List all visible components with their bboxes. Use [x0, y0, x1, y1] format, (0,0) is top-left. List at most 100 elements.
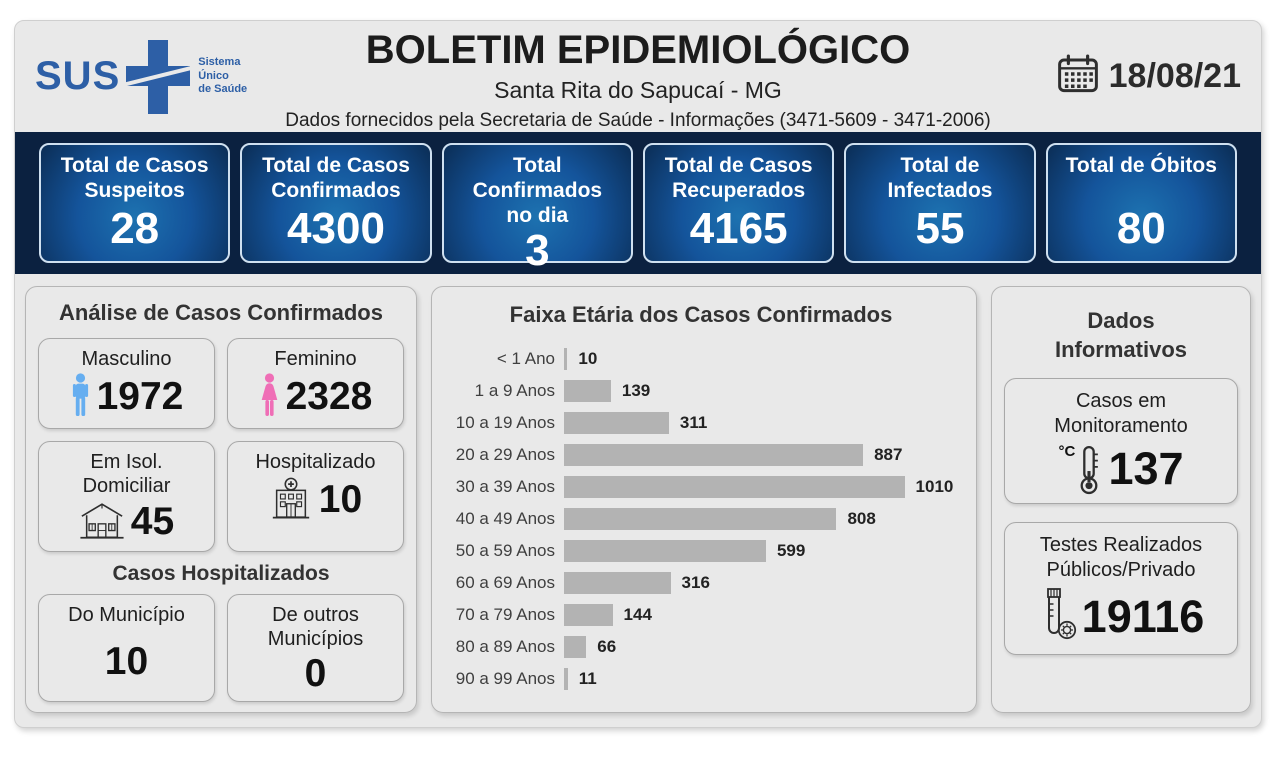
- stat-label: Total Confirmados no dia: [472, 154, 603, 228]
- thermometer-icon: °C: [1058, 443, 1104, 495]
- analysis-panel: Análise de Casos Confirmados Masculino: [25, 286, 417, 714]
- sus-logo: SUS Sistema Único de Saúde: [35, 39, 270, 114]
- other-municipalities-value: 0: [304, 651, 327, 695]
- bar: [564, 507, 837, 530]
- bar: [564, 635, 587, 658]
- chart-row: 90 a 99 Anos 11: [442, 667, 960, 690]
- bar-value: 599: [776, 540, 806, 560]
- bar-value: 1010: [915, 476, 954, 496]
- bar-value: 11: [578, 668, 597, 688]
- bar-value: 311: [679, 412, 708, 432]
- chart-category-label: 90 a 99 Anos: [455, 668, 555, 688]
- info-line: Dados fornecidos pela Secretaria de Saúd…: [285, 110, 991, 131]
- stat-label: Total de Casos Suspeitos: [60, 154, 209, 203]
- chart-row: < 1 Ano 10: [442, 347, 960, 370]
- chart-row: 60 a 69 Anos 316: [442, 571, 960, 594]
- chart-category-label: < 1 Ano: [496, 348, 555, 368]
- bar: [564, 411, 669, 434]
- female-value: 2328: [285, 374, 373, 418]
- house-icon: [79, 500, 125, 545]
- bar-value: 10: [578, 348, 598, 368]
- isolation-label: Em Isol. Domiciliar: [82, 450, 171, 497]
- isolation-card: Em Isol. Domiciliar: [38, 440, 215, 552]
- content-row: Análise de Casos Confirmados Masculino: [15, 274, 1261, 727]
- other-municipalities-label: De outros Municípios: [267, 603, 364, 650]
- gender-cards: Masculino 1972: [38, 337, 404, 552]
- chart-category-label: 60 a 69 Anos: [455, 572, 555, 592]
- stat-card-suspeitos: Total de Casos Suspeitos 28: [39, 143, 231, 263]
- male-card: Masculino 1972: [38, 337, 215, 429]
- chart-category-label: 30 a 39 Anos: [455, 476, 555, 496]
- stat-value: 28: [110, 204, 160, 253]
- chart-row: 70 a 79 Anos 144: [442, 603, 960, 626]
- stat-card-infectados: Total de Infectados 55: [844, 143, 1036, 263]
- bulletin-date: 18/08/21: [1108, 57, 1241, 95]
- bar-value: 139: [621, 380, 651, 400]
- bar: [564, 539, 766, 562]
- stat-card-recuperados: Total de Casos Recuperados 4165: [642, 143, 835, 263]
- chart-row: 10 a 19 Anos 311: [442, 411, 960, 434]
- chart-category-label: 40 a 49 Anos: [455, 508, 555, 528]
- stat-card-confirmados-dia: Total Confirmados no dia 3: [441, 143, 633, 272]
- chart-row: 50 a 59 Anos 599: [442, 539, 960, 562]
- tests-card: Testes Realizados Públicos/Privado: [1004, 522, 1238, 656]
- male-value: 1972: [96, 374, 184, 418]
- chart-row: 80 a 89 Anos 66: [442, 635, 960, 658]
- stat-card-obitos: Total de Óbitos 80: [1045, 143, 1237, 263]
- bar: [564, 603, 613, 626]
- chart-category-label: 50 a 59 Anos: [455, 540, 555, 560]
- page-title: BOLETIM EPIDEMIOLÓGICO: [365, 28, 911, 72]
- stat-value: 55: [915, 204, 965, 253]
- monitoring-label: Casos em Monitoramento: [1054, 390, 1188, 438]
- bulletin-board: SUS Sistema Único de Saúde BOLETIM EPIDE…: [14, 20, 1262, 728]
- stat-card-confirmados: Total de Casos Confirmados 4300: [240, 143, 432, 263]
- hospitalized-value: 10: [318, 477, 363, 521]
- chart-category-label: 80 a 89 Anos: [455, 636, 555, 656]
- analysis-title: Análise de Casos Confirmados: [59, 300, 383, 325]
- stat-value: 4300: [287, 204, 385, 253]
- summary-bar: Total de Casos Suspeitos 28 Total de Cas…: [15, 132, 1261, 274]
- informative-panel: Dados Informativos Casos em Monitorament…: [991, 286, 1251, 714]
- title-block: BOLETIM EPIDEMIOLÓGICO Santa Rita do Sap…: [270, 21, 1006, 132]
- hospitalized-card: Hospitalizado: [227, 440, 404, 552]
- monitoring-card: Casos em Monitoramento °C 137: [1004, 378, 1238, 505]
- calendar-icon: [1057, 54, 1099, 99]
- page-subtitle: Santa Rita do Sapucaí - MG: [494, 77, 782, 103]
- stat-label: Total de Casos Confirmados: [262, 154, 410, 203]
- tests-label: Testes Realizados Públicos/Privado: [1039, 534, 1203, 582]
- bar-value: 66: [597, 636, 617, 656]
- sus-tagline: Sistema Único de Saúde: [198, 55, 248, 96]
- sus-cross-icon: [124, 39, 194, 114]
- date-block: 18/08/21: [1006, 54, 1241, 99]
- stat-value: 3: [525, 225, 550, 275]
- age-chart-panel: Faixa Etária dos Casos Confirmados < 1 A…: [431, 286, 977, 714]
- female-icon: [259, 372, 280, 422]
- female-card: Feminino 2328: [227, 337, 404, 429]
- stat-label: Total de Infectados: [887, 154, 993, 203]
- test-tube-icon: [1038, 587, 1078, 646]
- chart-category-label: 20 a 29 Anos: [455, 444, 555, 464]
- bar: [564, 571, 671, 594]
- header: SUS Sistema Único de Saúde BOLETIM EPIDE…: [15, 21, 1261, 132]
- chart-row: 30 a 39 Anos 1010: [442, 475, 960, 498]
- bar: [564, 667, 568, 690]
- chart-title: Faixa Etária dos Casos Confirmados: [509, 302, 893, 327]
- isolation-value: 45: [130, 499, 175, 543]
- age-bar-chart: < 1 Ano 10 1 a 9 Anos 139 10 a 19 Anos 3…: [442, 347, 960, 700]
- chart-row: 40 a 49 Anos 808: [442, 507, 960, 530]
- bar-value: 887: [874, 444, 903, 464]
- bar-value: 808: [847, 508, 876, 528]
- stat-value: 80: [1116, 204, 1166, 253]
- bar: [564, 347, 568, 370]
- stat-value: 4165: [689, 204, 788, 253]
- male-icon: [70, 372, 91, 422]
- informative-title: Dados Informativos: [1054, 308, 1188, 362]
- male-label: Masculino: [81, 347, 172, 370]
- hospital-icon: [269, 476, 313, 525]
- municipality-label: Do Município: [68, 603, 185, 626]
- chart-category-label: 70 a 79 Anos: [455, 604, 555, 624]
- chart-category-label: 10 a 19 Anos: [455, 412, 555, 432]
- municipality-card: Do Município 10: [38, 593, 215, 703]
- tests-value: 19116: [1081, 590, 1205, 642]
- female-label: Feminino: [274, 347, 357, 370]
